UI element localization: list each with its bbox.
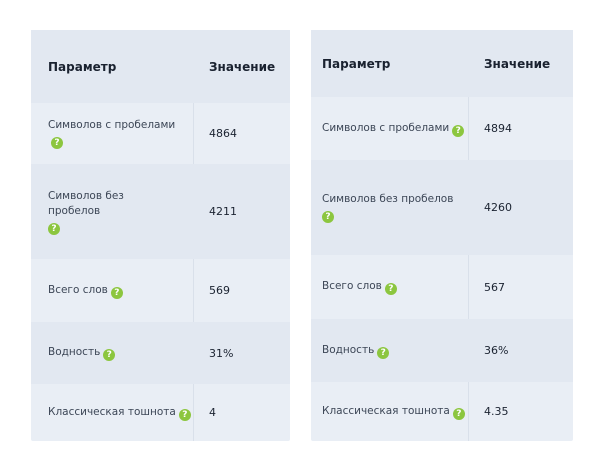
row-param: Классическая тошнота: [48, 405, 176, 418]
header-value: Значение: [209, 59, 276, 74]
row-value: 4: [209, 406, 216, 419]
help-icon[interactable]: ?: [377, 346, 390, 359]
table-row: Символов с пробелами? 4864: [31, 103, 290, 164]
table-header: Параметр Значение: [311, 30, 573, 97]
table-row: Классическая тошнота? 4.35: [311, 382, 573, 441]
help-icon[interactable]: ?: [452, 407, 465, 420]
table-header: Параметр Значение: [31, 30, 290, 103]
row-param: Символов без пробелов: [48, 189, 124, 217]
row-value: 4864: [209, 127, 237, 140]
help-icon[interactable]: ?: [384, 283, 397, 295]
row-value: 31%: [209, 346, 234, 360]
help-icon[interactable]: ?: [178, 408, 191, 421]
table-row: Символов без пробелов? 4211: [31, 164, 290, 259]
row-param: Водность: [48, 346, 101, 358]
row-param: Символов без пробелов: [322, 193, 454, 205]
row-value: 567: [484, 280, 505, 294]
row-param: Всего слов: [48, 283, 108, 296]
row-param: Классическая тошнота: [322, 404, 450, 417]
table-row: Водность? 31%: [31, 322, 290, 384]
row-param: Всего слов: [322, 280, 382, 292]
row-value: 4894: [484, 122, 512, 135]
stats-table-2: Параметр Значение Символов с пробелами? …: [311, 30, 573, 441]
help-icon[interactable]: ?: [103, 349, 116, 361]
help-icon[interactable]: ?: [51, 137, 63, 149]
header-param: Параметр: [322, 56, 391, 71]
header-param: Параметр: [48, 59, 117, 74]
header-value: Значение: [484, 56, 551, 71]
help-icon[interactable]: ?: [452, 124, 465, 137]
table-row: Символов без пробелов? 4260: [311, 160, 573, 255]
table-row: Классическая тошнота? 4: [31, 384, 290, 441]
help-icon[interactable]: ?: [48, 222, 60, 235]
row-param: Символов с пробелами: [322, 121, 450, 134]
table-row: Всего слов? 567: [311, 255, 573, 319]
row-value: 4260: [484, 201, 512, 214]
row-param: Символов с пробелами: [48, 119, 176, 131]
row-value: 569: [209, 284, 230, 297]
row-value: 36%: [484, 344, 509, 357]
help-icon[interactable]: ?: [110, 286, 123, 299]
help-icon[interactable]: ?: [322, 211, 334, 223]
stats-table-1: Параметр Значение Символов с пробелами? …: [31, 30, 290, 441]
table-row: Символов с пробелами? 4894: [311, 97, 573, 160]
row-value: 4.35: [484, 405, 509, 418]
table-row: Всего слов? 569: [31, 259, 290, 322]
row-param: Водность: [322, 343, 375, 356]
row-value: 4211: [209, 205, 237, 218]
table-row: Водность? 36%: [311, 319, 573, 382]
